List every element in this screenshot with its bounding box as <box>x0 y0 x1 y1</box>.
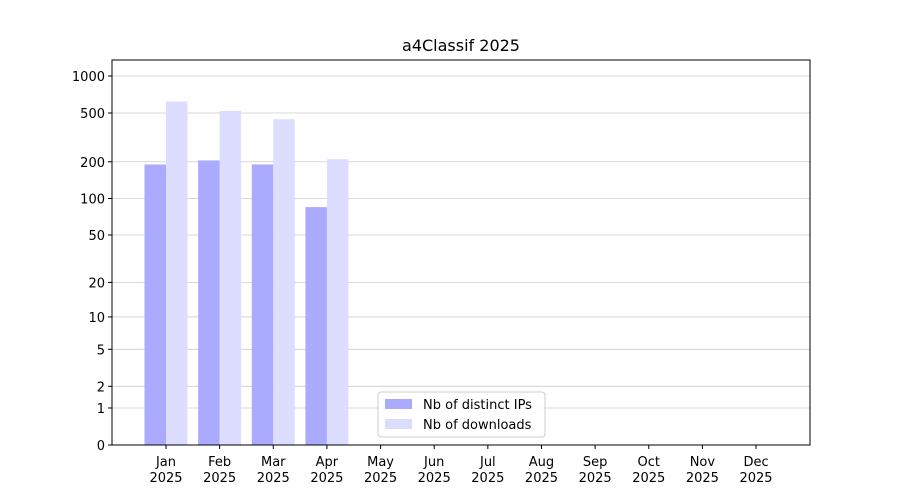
bar <box>219 110 242 446</box>
y-tick-label: 2 <box>97 380 105 395</box>
x-tick-label: Feb 2025 <box>203 455 236 486</box>
x-tick-label: Mar 2025 <box>257 455 290 486</box>
y-tick-label: 20 <box>88 276 105 291</box>
bar <box>326 159 349 445</box>
y-tick-label: 1000 <box>72 70 105 85</box>
y-tick-label: 10 <box>88 311 105 326</box>
bar <box>251 164 274 445</box>
x-tick-label: Jan 2025 <box>149 455 182 486</box>
x-tick-label: Sep 2025 <box>579 455 612 486</box>
y-tick-label: 0 <box>97 439 105 454</box>
y-tick-label: 50 <box>88 229 105 244</box>
y-tick-label: 100 <box>80 193 105 208</box>
y-tick-label: 200 <box>80 156 105 171</box>
x-tick-label: Oct 2025 <box>632 455 665 486</box>
x-tick-label: Aug 2025 <box>525 455 558 486</box>
x-tick-label: May 2025 <box>364 455 397 486</box>
bar <box>166 101 188 445</box>
legend-swatch <box>385 419 412 429</box>
chart-title: a4Classif 2025 <box>402 36 520 55</box>
bar <box>273 119 295 446</box>
plot-frame <box>111 59 811 446</box>
bar <box>305 207 327 445</box>
y-tick-label: 5 <box>97 343 105 358</box>
legend-label: Nb of distinct IPs <box>423 398 532 413</box>
x-tick-label: Apr 2025 <box>310 455 343 486</box>
x-tick-label: Dec 2025 <box>739 455 772 486</box>
x-tick-label: Jun 2025 <box>418 455 451 486</box>
legend-box <box>377 391 546 438</box>
bar <box>144 164 166 445</box>
y-tick-label: 500 <box>80 107 105 122</box>
x-tick-label: Jul 2025 <box>471 455 504 486</box>
y-tick-label: 1 <box>97 402 105 417</box>
legend-label: Nb of downloads <box>423 418 532 433</box>
legend-swatch <box>385 399 412 409</box>
bar <box>198 160 220 445</box>
x-tick-label: Nov 2025 <box>686 455 719 486</box>
